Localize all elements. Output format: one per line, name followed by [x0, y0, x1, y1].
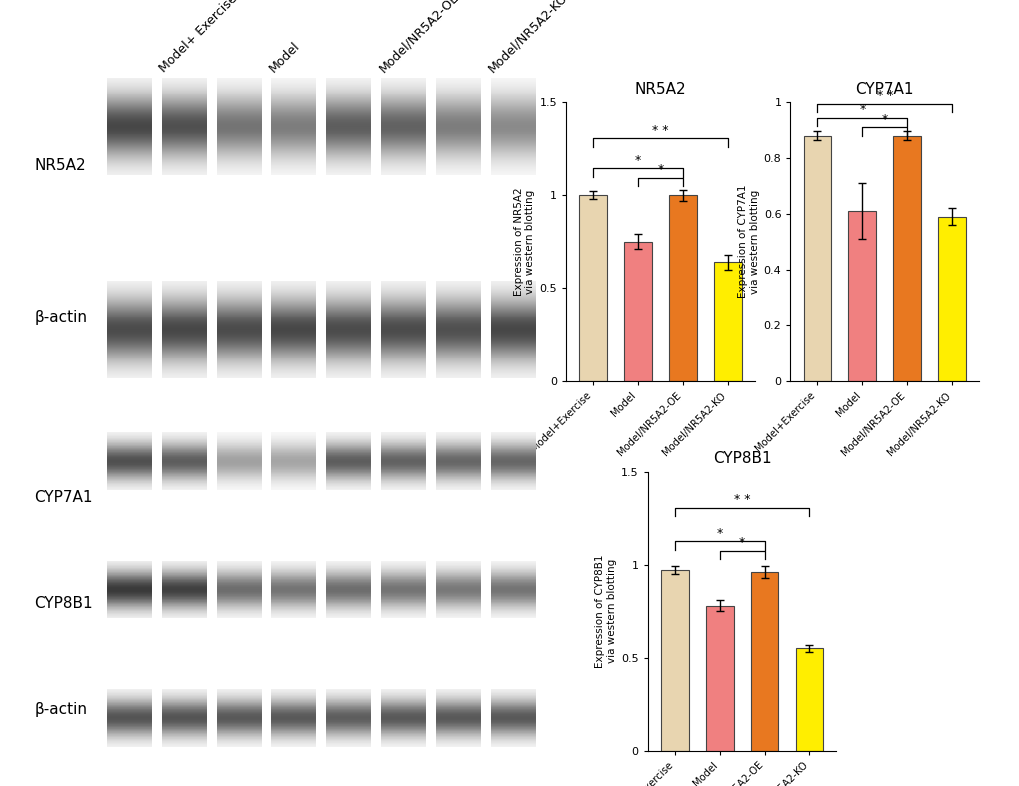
Text: * *: * * [733, 494, 750, 506]
Bar [750, 572, 777, 751]
Bar [579, 195, 606, 381]
Text: *: * [858, 103, 865, 116]
Text: *: * [715, 527, 722, 540]
Bar [893, 136, 920, 381]
Bar [668, 195, 696, 381]
Text: *: * [880, 113, 888, 126]
Text: * *: * * [651, 124, 668, 137]
Bar [803, 136, 830, 381]
Text: Model+ Exercise: Model+ Exercise [157, 0, 239, 75]
Title: CYP8B1: CYP8B1 [712, 451, 770, 466]
Text: CYP8B1: CYP8B1 [35, 596, 93, 611]
Text: *: * [738, 536, 745, 549]
Text: Model/NR5A2-KO: Model/NR5A2-KO [485, 0, 570, 75]
Bar [660, 570, 688, 751]
Text: Model: Model [266, 39, 302, 75]
Bar [795, 648, 822, 751]
Bar [624, 241, 651, 381]
Text: NR5A2: NR5A2 [35, 158, 86, 173]
Text: *: * [634, 154, 641, 167]
Y-axis label: Expression of NR5A2
via western blotting: Expression of NR5A2 via western blotting [514, 187, 535, 296]
Text: CYP7A1: CYP7A1 [35, 490, 93, 505]
Bar [937, 217, 965, 381]
Text: β-actin: β-actin [35, 702, 87, 717]
Text: Model/NR5A2-OE: Model/NR5A2-OE [376, 0, 461, 75]
Title: NR5A2: NR5A2 [634, 82, 686, 97]
Text: β-actin: β-actin [35, 310, 87, 325]
Bar [705, 605, 733, 751]
Y-axis label: Expression of CYP7A1
via western blotting: Expression of CYP7A1 via western blottin… [737, 185, 759, 299]
Bar [713, 263, 741, 381]
Text: * *: * * [875, 89, 893, 102]
Text: *: * [656, 163, 663, 176]
Y-axis label: Expression of CYP8B1
via western blotting: Expression of CYP8B1 via western blottin… [595, 554, 616, 668]
Bar [848, 211, 875, 381]
Title: CYP7A1: CYP7A1 [855, 82, 913, 97]
